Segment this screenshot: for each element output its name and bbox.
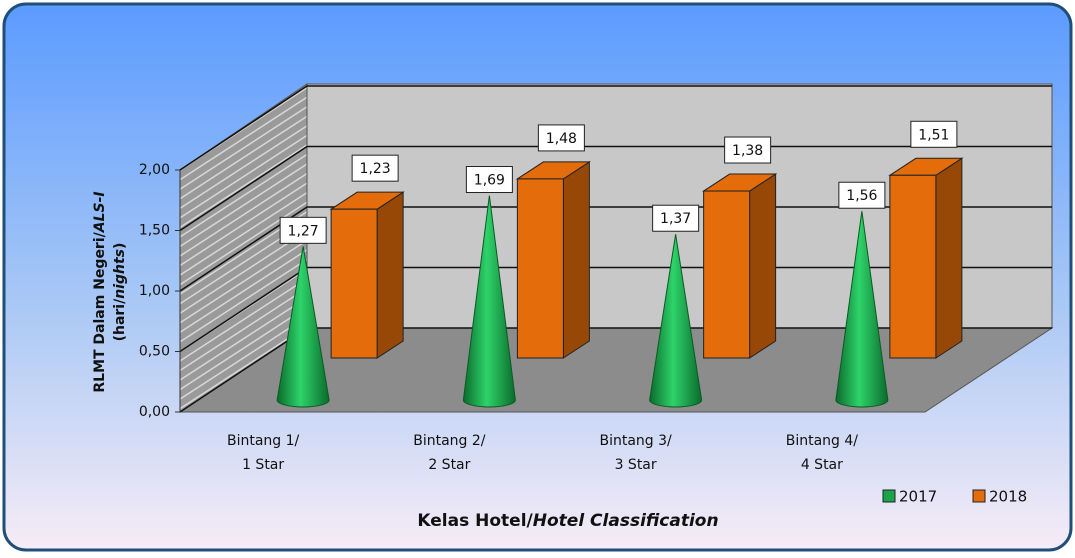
bar (703, 190, 751, 359)
y-label-part: RLMT Dalam Negeri/ (92, 231, 108, 392)
x-tick-label: 4 Star (801, 457, 843, 473)
y-tick-label: 1,00 (139, 283, 170, 299)
bar-side (749, 173, 777, 359)
y-label-part: nights (112, 249, 128, 299)
value-label-box (279, 216, 327, 244)
bar (330, 208, 378, 359)
y-label-part: (hari/ (112, 298, 128, 342)
y-axis-label: (hari/nights) (112, 243, 128, 342)
x-tick-label: Bintang 4/ (786, 433, 859, 449)
legend-swatch (882, 489, 896, 503)
y-tick-label: 1,50 (139, 223, 170, 239)
bar-side (562, 160, 590, 359)
y-label-part: ALS-I (92, 191, 108, 233)
bar (516, 178, 564, 359)
y-axis-label: RLMT Dalam Negeri/ALS-I (92, 191, 108, 392)
value-label: 1,51 (918, 127, 949, 143)
value-label: 1,38 (732, 143, 763, 159)
legend-swatch (972, 489, 986, 503)
plot-area: 0,00 0,50 1,00 1,50 2,00 1,23 1,48 1,38 1,51 1,27… (139, 83, 1054, 506)
value-label-box (351, 154, 399, 182)
value-label-box (652, 204, 700, 232)
value-label-box (838, 181, 886, 209)
x-axis-label: Kelas Hotel/Hotel Classification (417, 511, 718, 531)
value-label-box (537, 124, 585, 152)
x-tick-label: Bintang 3/ (599, 433, 672, 449)
value-label: 1,37 (660, 211, 691, 227)
legend-label: 2018 (989, 488, 1027, 506)
value-label: 1,23 (360, 161, 391, 177)
grid-line (179, 85, 1052, 171)
cone (835, 211, 889, 408)
cone (462, 195, 516, 408)
y-tick-label: 0,00 (139, 404, 170, 420)
bar-side (376, 191, 404, 359)
value-label: 1,48 (546, 131, 577, 147)
bar-side (935, 157, 963, 359)
value-label-box (465, 166, 513, 194)
x-tick-label: 1 Star (242, 457, 284, 473)
x-tick-label: 3 Star (615, 457, 657, 473)
value-label: 1,69 (474, 173, 505, 189)
x-tick-label: Bintang 2/ (413, 433, 486, 449)
y-tick-label: 0,50 (139, 344, 170, 360)
x-tick-label: 2 Star (428, 457, 470, 473)
x-label-part: Kelas Hotel/ (417, 511, 533, 531)
cone (276, 246, 330, 408)
x-label-part: Hotel Classification (533, 511, 719, 531)
grid-line (179, 206, 1052, 292)
bar (889, 174, 937, 359)
value-label: 1,27 (288, 223, 319, 239)
value-label-box (910, 120, 958, 148)
value-label: 1,56 (846, 188, 877, 204)
y-tick-label: 2,00 (139, 162, 170, 178)
y-label-part: ) (112, 243, 128, 249)
grid-line (179, 145, 1052, 232)
cone (649, 234, 703, 408)
legend-label: 2017 (899, 488, 937, 506)
x-tick-label: Bintang 1/ (227, 433, 300, 449)
value-label-box (724, 136, 772, 164)
